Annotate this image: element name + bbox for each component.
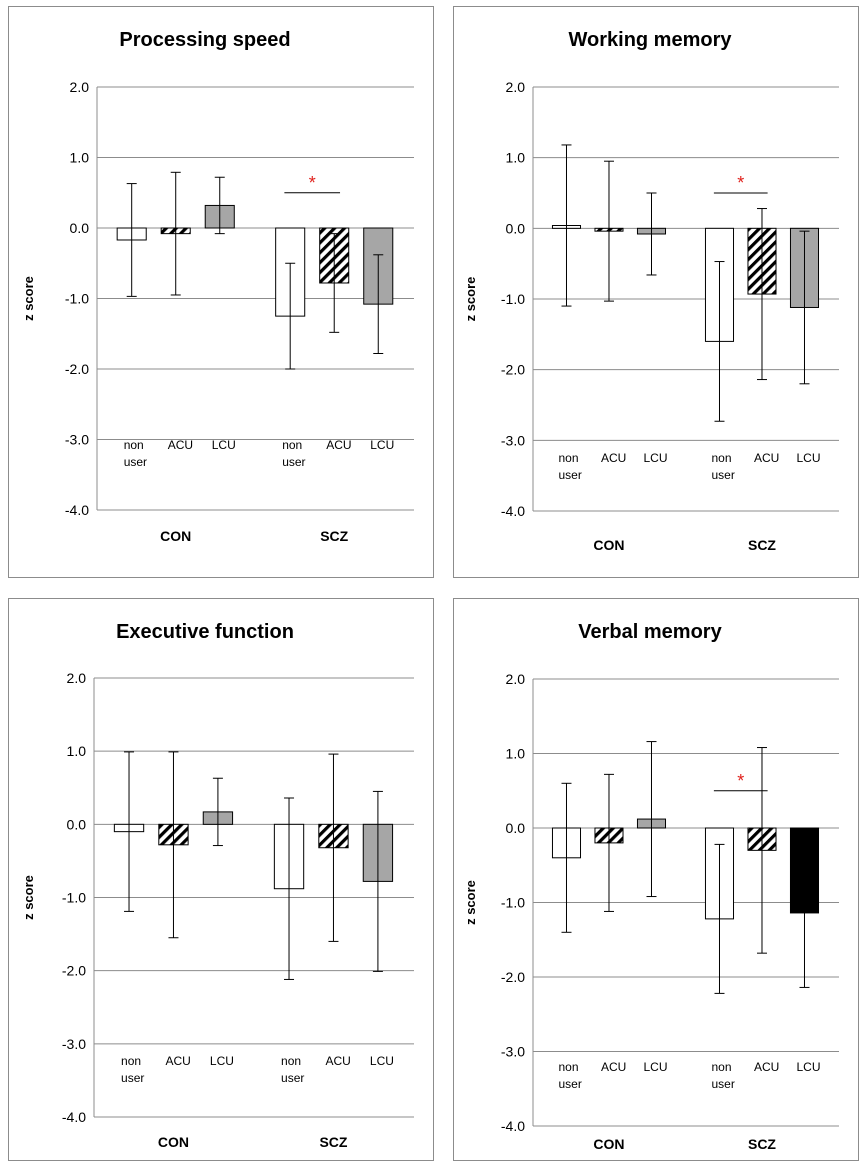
chart-svg: Working memory 2.0 1.0 0.0 -1.0 -2.0 -3.0 -4.0 z… — [454, 7, 859, 579]
category-label: LCU — [796, 1060, 820, 1074]
category-label: ACU — [165, 1054, 190, 1068]
significance-star: * — [737, 771, 744, 791]
chart-title: Processing speed — [119, 29, 290, 51]
y-tick-label: -4.0 — [501, 503, 525, 519]
panel-working-memory: Working memory 2.0 1.0 0.0 -1.0 -2.0 -3.0 -4.0 z… — [453, 6, 859, 578]
group-label: SCZ — [748, 1136, 776, 1152]
y-tick-label: -2.0 — [65, 361, 89, 377]
y-tick-label: -1.0 — [501, 895, 525, 911]
chart-title: Executive function — [116, 621, 294, 643]
y-tick-label: 1.0 — [67, 743, 87, 759]
category-label: ACU — [754, 451, 779, 465]
category-label: non user — [121, 1054, 144, 1085]
y-tick-label: 1.0 — [506, 150, 526, 166]
category-label: LCU — [643, 451, 667, 465]
category-label: non user — [124, 438, 147, 469]
group-label: CON — [160, 528, 191, 544]
y-tick-label: -3.0 — [501, 432, 525, 448]
y-tick-label: 2.0 — [70, 79, 90, 95]
y-tick-label: 2.0 — [506, 79, 526, 95]
category-label: LCU — [370, 438, 394, 452]
category-label: LCU — [796, 451, 820, 465]
y-axis-label: z score — [21, 276, 36, 321]
chart-title: Verbal memory — [578, 621, 722, 643]
panel-executive-function: Executive function 2.0 1.0 0.0 -1.0 -2.0 -3.0 -… — [8, 598, 434, 1161]
category-label: ACU — [754, 1060, 779, 1074]
category-label: ACU — [326, 438, 351, 452]
y-tick-label: -1.0 — [65, 291, 89, 307]
y-tick-label: -2.0 — [501, 362, 525, 378]
chart-svg: Processing speed 2.0 1.0 0.0 -1.0 -2.0 -3.0 -4.… — [9, 7, 435, 579]
category-label: non user — [558, 1060, 581, 1091]
category-label: non user — [282, 438, 305, 469]
category-label: non user — [711, 451, 734, 482]
group-label: SCZ — [319, 1134, 347, 1150]
category-label: LCU — [212, 438, 236, 452]
y-tick-label: -4.0 — [65, 502, 89, 518]
y-tick-label: -3.0 — [62, 1036, 86, 1052]
category-label: ACU — [168, 438, 193, 452]
chart-svg: Executive function 2.0 1.0 0.0 -1.0 -2.0 -3.0 -… — [9, 599, 435, 1162]
category-label: non user — [558, 451, 581, 482]
y-tick-label: 0.0 — [506, 820, 526, 836]
panel-verbal-memory: Verbal memory 2.0 1.0 0.0 -1.0 -2.0 -3.0 -4.0 z … — [453, 598, 859, 1161]
y-tick-label: 0.0 — [70, 220, 90, 236]
y-tick-label: -3.0 — [501, 1044, 525, 1060]
y-axis-label: z score — [463, 277, 478, 322]
category-label: LCU — [210, 1054, 234, 1068]
y-tick-label: 0.0 — [506, 220, 526, 236]
y-tick-label: 2.0 — [506, 671, 526, 687]
y-tick-label: -1.0 — [501, 291, 525, 307]
chart-svg: Verbal memory 2.0 1.0 0.0 -1.0 -2.0 -3.0 -4.0 z … — [454, 599, 859, 1162]
category-label: non user — [711, 1060, 734, 1091]
category-label: ACU — [601, 451, 626, 465]
significance-star: * — [309, 173, 316, 193]
group-label: SCZ — [320, 528, 348, 544]
category-label: LCU — [643, 1060, 667, 1074]
y-tick-label: -1.0 — [62, 890, 86, 906]
y-tick-label: -2.0 — [501, 969, 525, 985]
group-label: CON — [593, 537, 624, 553]
significance-star: * — [737, 173, 744, 193]
category-label: non user — [281, 1054, 304, 1085]
y-tick-label: -4.0 — [501, 1118, 525, 1134]
chart-title: Working memory — [569, 29, 733, 51]
category-label: LCU — [370, 1054, 394, 1068]
y-tick-label: 1.0 — [70, 150, 90, 166]
group-label: SCZ — [748, 537, 776, 553]
group-label: CON — [158, 1134, 189, 1150]
category-label: ACU — [601, 1060, 626, 1074]
y-tick-label: -2.0 — [62, 963, 86, 979]
y-axis-label: z score — [21, 875, 36, 920]
group-label: CON — [593, 1136, 624, 1152]
y-tick-label: -3.0 — [65, 432, 89, 448]
y-tick-label: 1.0 — [506, 746, 526, 762]
panel-processing-speed: Processing speed 2.0 1.0 0.0 -1.0 -2.0 -3.0 -4.… — [8, 6, 434, 578]
y-tick-label: -4.0 — [62, 1109, 86, 1125]
y-tick-label: 2.0 — [67, 670, 87, 686]
y-axis-label: z score — [463, 880, 478, 925]
y-tick-label: 0.0 — [67, 816, 87, 832]
category-label: ACU — [325, 1054, 350, 1068]
